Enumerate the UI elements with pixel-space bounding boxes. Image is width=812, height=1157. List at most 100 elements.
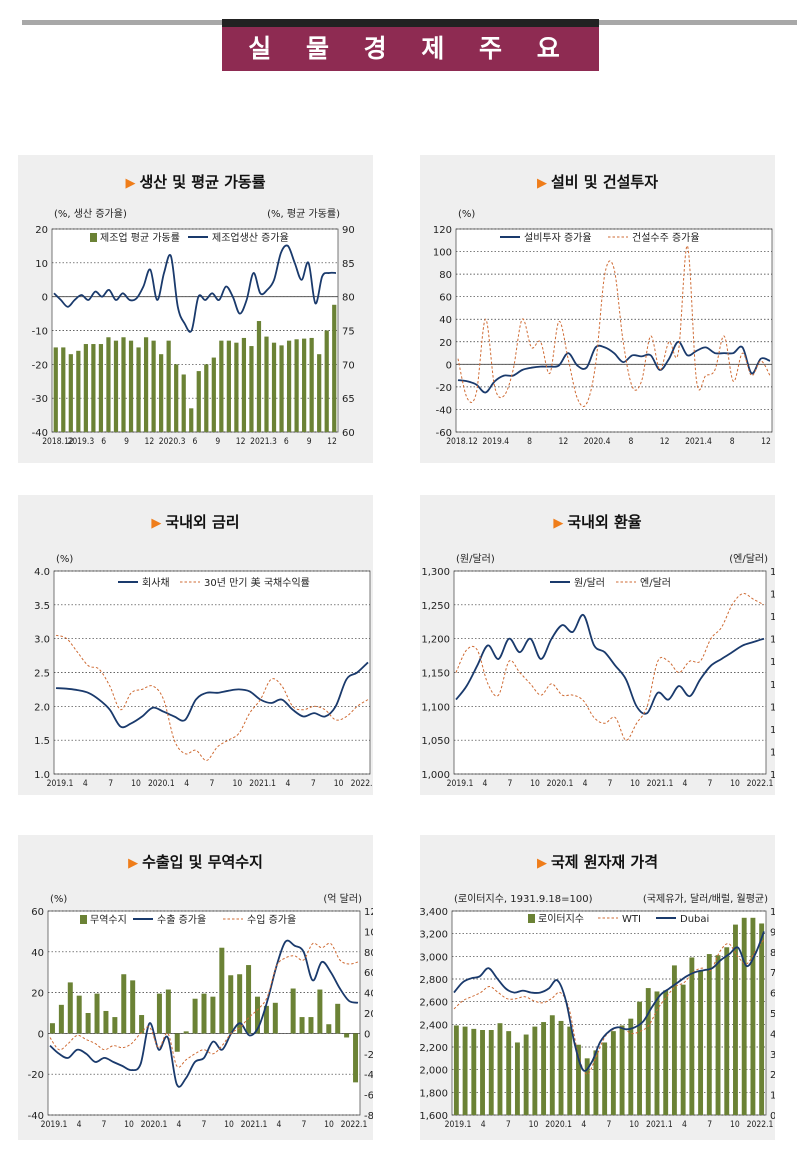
legend-label: 수입 증가율 — [247, 913, 296, 926]
y-axis-label: (로이터지수, 1931.9.18=100) — [454, 893, 593, 905]
y-tick-label: -40 — [436, 405, 452, 416]
series-line — [55, 661, 369, 729]
bar — [228, 975, 234, 1034]
y2-tick-label: 85 — [342, 259, 355, 270]
x-tick-label: 12 — [236, 435, 246, 446]
bar — [549, 1015, 555, 1115]
bar — [698, 971, 704, 1115]
y2-tick-label: 120 — [364, 907, 373, 918]
x-tick-label: 2020.1 — [141, 1118, 168, 1129]
x-tick-label: 4 — [286, 777, 291, 788]
bar — [724, 947, 730, 1115]
bar — [663, 990, 669, 1115]
bar — [567, 1026, 573, 1115]
bar — [302, 338, 307, 432]
bar — [174, 1033, 180, 1052]
bar — [254, 996, 260, 1034]
x-tick-label: 7 — [708, 777, 713, 788]
y2-tick-label: 102 — [770, 747, 775, 758]
bar — [286, 340, 292, 432]
bar — [488, 1030, 494, 1115]
x-tick-label: 9 — [124, 435, 129, 446]
triangle-icon: ▶ — [536, 176, 547, 191]
bar — [294, 339, 299, 432]
x-tick-label: 4 — [483, 777, 488, 788]
y2-tick-label: -60 — [364, 1091, 373, 1102]
x-tick-label: 2022.1 — [747, 777, 774, 788]
bar — [733, 924, 738, 1115]
bar — [462, 1026, 468, 1115]
legend-swatch — [528, 914, 535, 923]
legend-label: 회사채 — [142, 577, 170, 589]
bar — [181, 374, 186, 432]
y2-tick-label: 65 — [342, 394, 355, 405]
bar — [241, 337, 247, 432]
y2-tick-label: 80 — [364, 948, 373, 959]
bar — [165, 989, 171, 1034]
y2-tick-label: 80 — [770, 948, 775, 959]
y2-tick-label: 0 — [770, 1111, 775, 1122]
x-tick-label: 4 — [83, 777, 88, 788]
x-tick-label: 12 — [660, 435, 670, 446]
bar — [121, 337, 126, 432]
y2-axis-label: (엔/달러) — [729, 553, 768, 565]
legend-label: 엔/달러 — [640, 577, 671, 589]
y-tick-label: 2,000 — [420, 1066, 448, 1077]
bar — [204, 364, 209, 432]
y-tick-label: 3,000 — [420, 952, 448, 963]
legend-label: 로이터지수 — [538, 913, 584, 925]
y2-tick-label: 100 — [364, 927, 373, 938]
bar — [654, 991, 660, 1115]
bar — [103, 1010, 109, 1034]
y-tick-label: 1.0 — [34, 770, 50, 781]
x-tick-label: 10 — [730, 1118, 740, 1129]
triangle-icon: ▶ — [125, 176, 136, 191]
bar — [113, 340, 119, 432]
bar — [619, 1025, 625, 1115]
x-tick-label: 2019.1 — [41, 1118, 68, 1129]
bar — [156, 993, 162, 1034]
y-tick-label: 1,300 — [421, 567, 450, 578]
bar — [94, 993, 100, 1034]
bar — [523, 1034, 529, 1115]
x-tick-label: 4 — [581, 1118, 586, 1129]
bar — [637, 1001, 642, 1115]
bar — [219, 947, 225, 1034]
bar — [139, 1015, 145, 1034]
bar — [53, 347, 58, 432]
x-tick-label: 2021.1 — [646, 1118, 673, 1129]
x-tick-label: 12 — [761, 435, 771, 446]
bar — [256, 321, 262, 432]
y2-tick-label: 50 — [770, 1009, 775, 1020]
x-tick-label: 2021.1 — [647, 777, 674, 788]
x-tick-label: 2019.4 — [482, 435, 509, 446]
y-tick-label: -20 — [32, 360, 48, 371]
x-tick-label: 4 — [682, 1118, 687, 1129]
bar — [558, 1020, 564, 1115]
x-tick-label: 2019.3 — [67, 435, 94, 446]
x-tick-label: 8 — [527, 435, 532, 446]
bar — [166, 340, 171, 432]
x-tick-label: 7 — [608, 777, 613, 788]
x-tick-label: 2021.1 — [249, 777, 276, 788]
x-tick-label: 7 — [202, 1118, 207, 1129]
y2-tick-label: 104 — [770, 725, 775, 736]
triangle-icon: ▶ — [151, 516, 162, 531]
bar — [211, 357, 216, 432]
bar — [159, 354, 164, 432]
bar — [671, 965, 677, 1115]
chart-panel-production: ▶ 생산 및 평균 가동률 -40 -30 -20 -10 0 10 20 60 65 70 75 80… — [18, 155, 373, 463]
bar — [174, 364, 179, 432]
y-tick-label: 20 — [35, 225, 48, 236]
y2-axis-label: (%, 평균 가동률) — [267, 208, 340, 220]
bar — [680, 984, 686, 1115]
y2-tick-label: 0 — [364, 1029, 370, 1040]
bar — [201, 993, 207, 1034]
x-tick-label: 10 — [530, 777, 540, 788]
x-tick-label: 4 — [481, 1118, 486, 1129]
chart-title: ▶ 설비 및 건설투자 — [536, 173, 659, 191]
y-tick-label: -20 — [28, 1070, 44, 1081]
y-tick-label: 1,050 — [421, 736, 450, 747]
series-line — [49, 939, 359, 1088]
x-tick-label: 7 — [508, 777, 513, 788]
